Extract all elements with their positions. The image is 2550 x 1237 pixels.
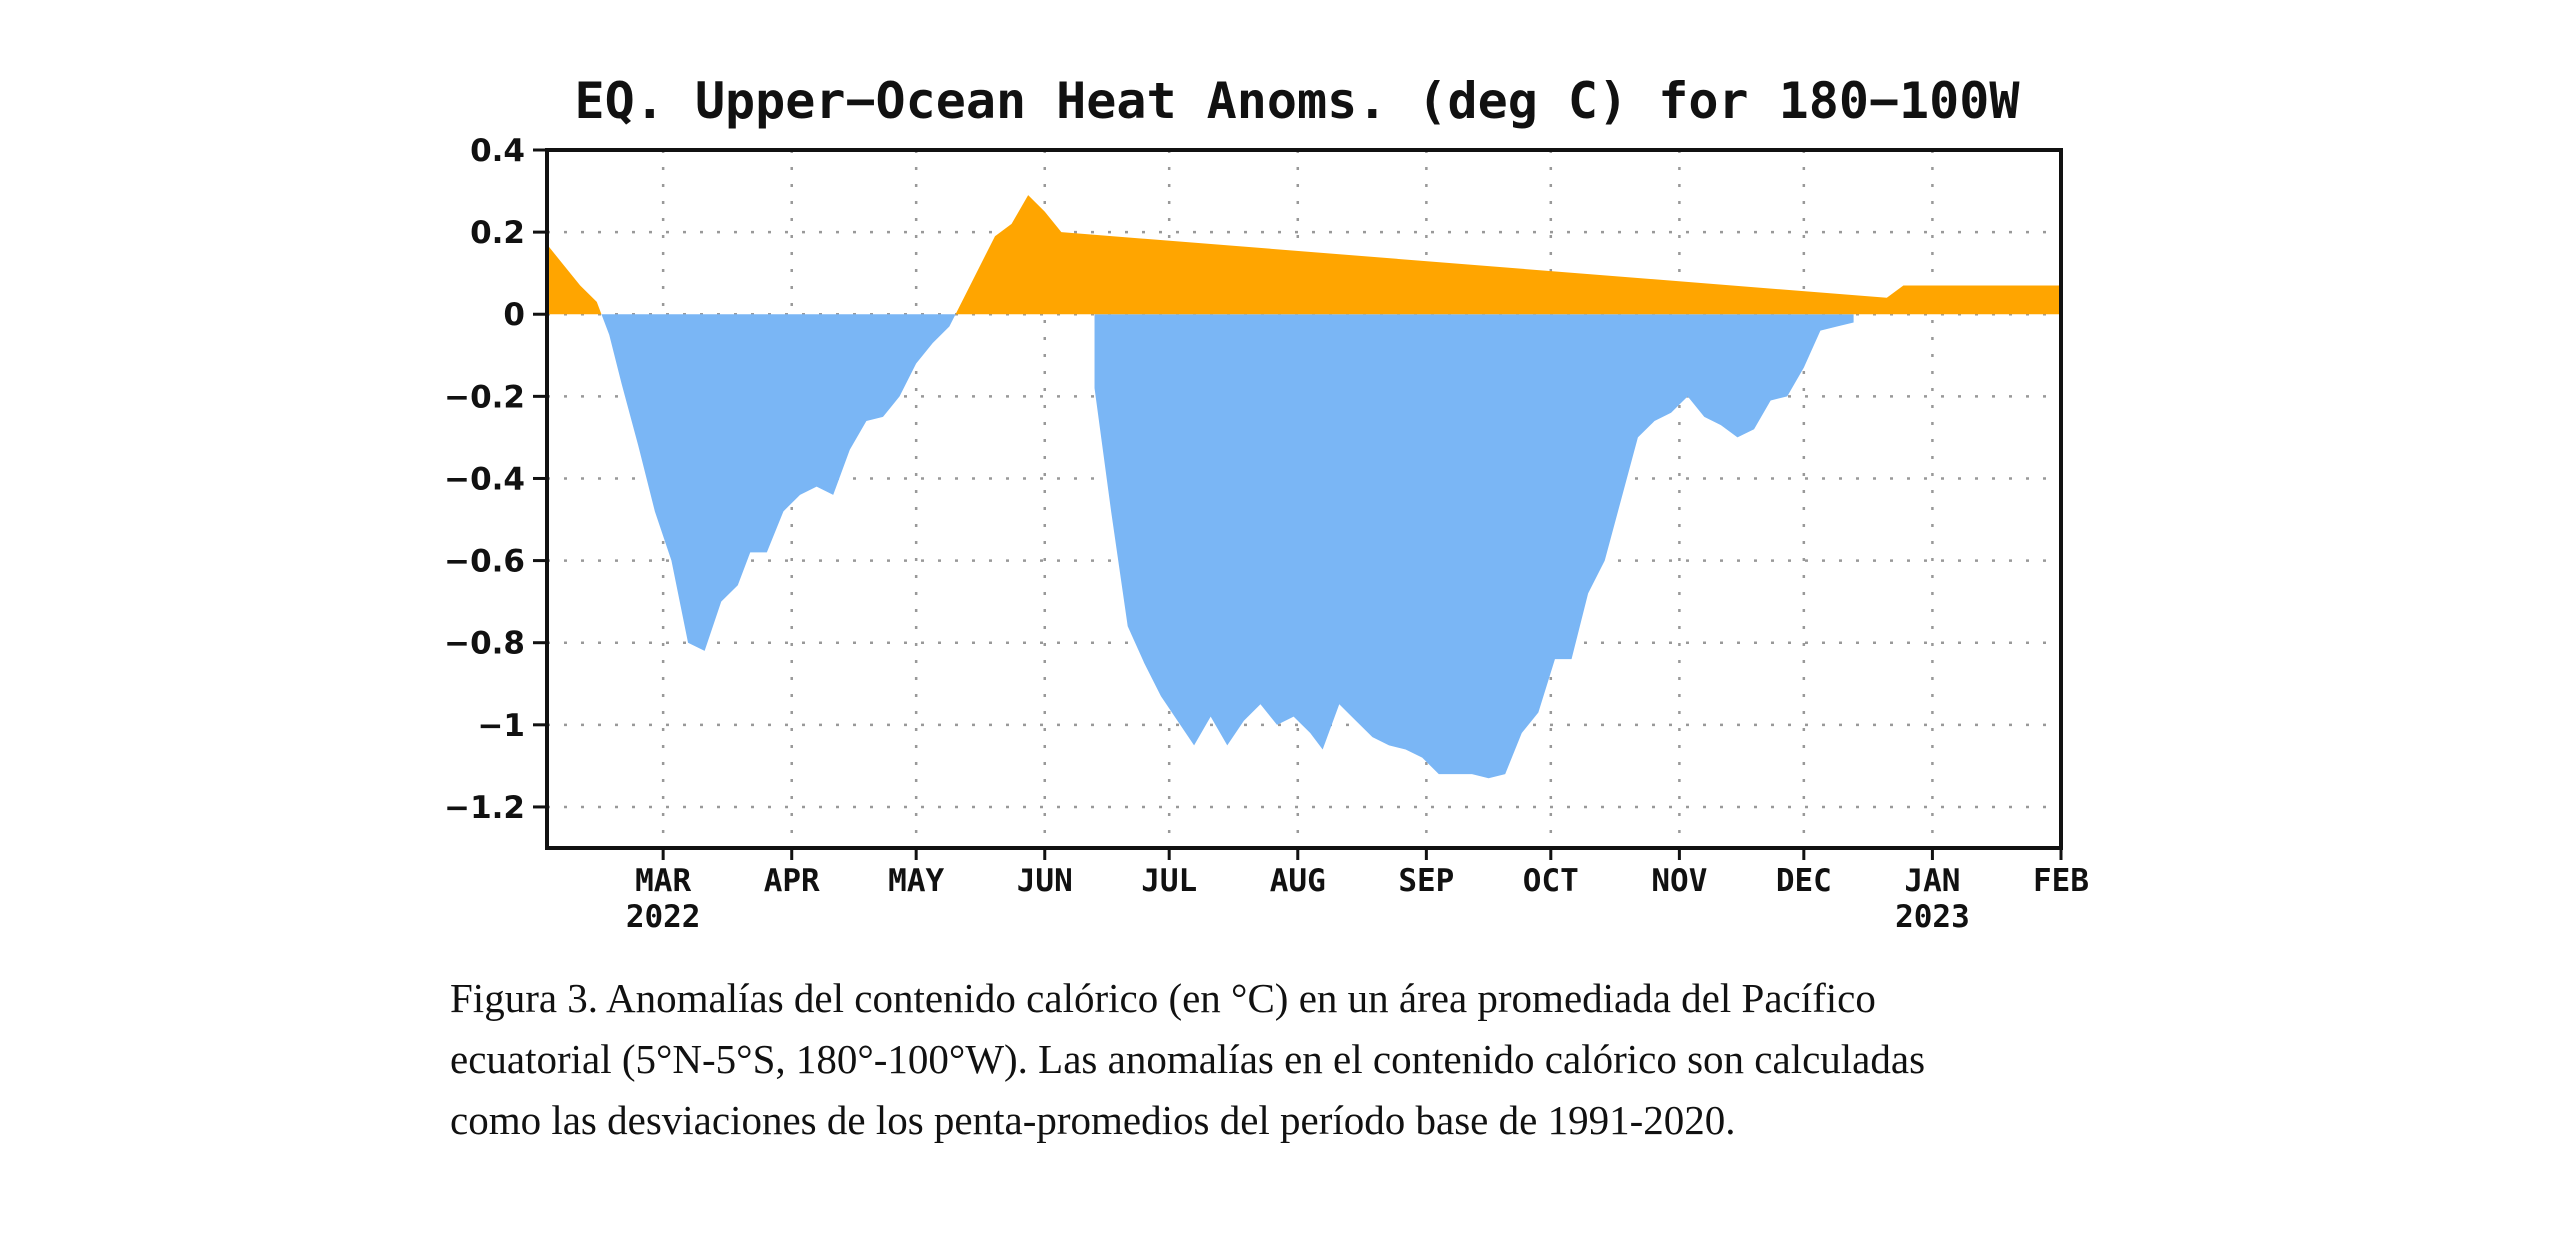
x-tick-label: AUG: [1270, 863, 1326, 899]
x-year-label: 2022: [626, 899, 701, 935]
y-tick-label: 0: [503, 297, 525, 333]
y-tick-label: 0.2: [470, 215, 525, 251]
y-tick-label: −1.2: [444, 790, 525, 826]
x-tick-label: JUN: [1017, 863, 1073, 899]
caption-line-1: Figura 3. Anomalías del contenido calóri…: [450, 975, 1876, 1021]
anomaly-area: [547, 195, 2061, 779]
caption-line-2: ecuatorial (5°N-5°S, 180°-100°W). Las an…: [450, 1036, 1926, 1082]
heat-anomaly-chart: EQ. Upper−Ocean Heat Anoms. (deg C) for …: [444, 72, 2089, 935]
x-tick-label: DEC: [1776, 863, 1832, 899]
y-tick-label: −0.4: [444, 461, 525, 497]
x-tick-label: MAY: [888, 863, 944, 899]
figure-caption: Figura 3. Anomalías del contenido calóri…: [450, 968, 2350, 1151]
y-tick-label: −0.2: [444, 379, 525, 415]
y-tick-label: −0.6: [444, 544, 525, 580]
x-tick-label: OCT: [1523, 863, 1579, 899]
y-tick-label: −1: [477, 708, 525, 744]
x-tick-label: JUL: [1141, 863, 1197, 899]
x-tick-label: SEP: [1398, 863, 1454, 899]
caption-line-3: como las desviaciones de los penta-prome…: [450, 1097, 1736, 1143]
x-tick-label: APR: [764, 863, 820, 899]
y-tick-label: −0.8: [444, 626, 525, 662]
positive-anomaly-area: [955, 195, 2061, 315]
negative-anomaly-area: [1094, 314, 1854, 779]
x-tick-label: JAN: [1904, 863, 1960, 899]
y-tick-label: 0.4: [470, 133, 525, 169]
positive-anomaly-area: [547, 244, 602, 315]
plot-frame: [545, 148, 2063, 850]
x-tick-label: MAR: [635, 863, 691, 899]
x-tick-label: NOV: [1651, 863, 1707, 899]
x-tick-label: FEB: [2033, 863, 2089, 899]
chart-title: EQ. Upper−Ocean Heat Anoms. (deg C) for …: [575, 72, 2021, 130]
negative-anomaly-area: [601, 314, 956, 651]
x-year-label: 2023: [1895, 899, 1970, 935]
